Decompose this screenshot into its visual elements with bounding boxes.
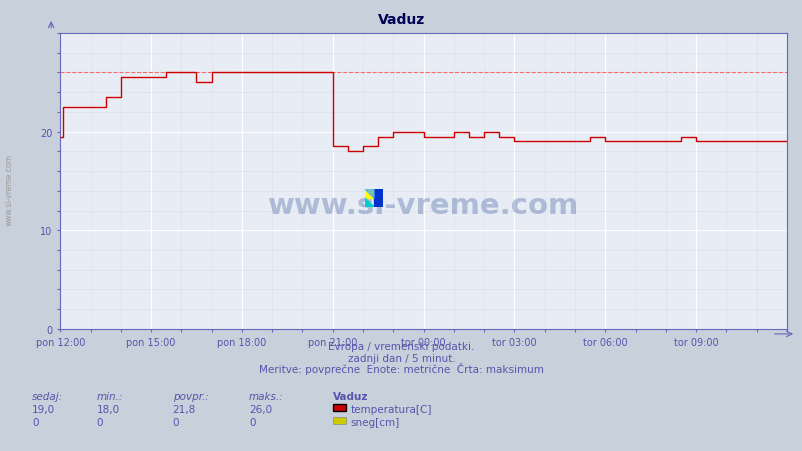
Text: maks.:: maks.: [249, 391, 283, 401]
Polygon shape [365, 190, 374, 199]
Text: Vaduz: Vaduz [378, 13, 424, 27]
Text: sedaj:: sedaj: [32, 391, 63, 401]
Polygon shape [365, 199, 374, 208]
Text: 18,0: 18,0 [96, 404, 119, 414]
Text: zadnji dan / 5 minut.: zadnji dan / 5 minut. [347, 353, 455, 363]
Text: Evropa / vremenski podatki.: Evropa / vremenski podatki. [328, 341, 474, 351]
Text: Meritve: povprečne  Enote: metrične  Črta: maksimum: Meritve: povprečne Enote: metrične Črta:… [259, 362, 543, 374]
Text: 0: 0 [96, 417, 103, 427]
Text: povpr.:: povpr.: [172, 391, 209, 401]
Text: min.:: min.: [96, 391, 123, 401]
Text: temperatura[C]: temperatura[C] [350, 404, 431, 414]
Text: 0: 0 [172, 417, 179, 427]
Text: www.si-vreme.com: www.si-vreme.com [5, 153, 14, 226]
Text: 26,0: 26,0 [249, 404, 272, 414]
Text: sneg[cm]: sneg[cm] [350, 417, 399, 427]
Polygon shape [374, 190, 383, 208]
Text: 19,0: 19,0 [32, 404, 55, 414]
Text: www.si-vreme.com: www.si-vreme.com [268, 191, 578, 219]
Text: 21,8: 21,8 [172, 404, 196, 414]
Text: Vaduz: Vaduz [333, 391, 368, 401]
Text: 0: 0 [32, 417, 38, 427]
Polygon shape [365, 190, 374, 199]
Text: 0: 0 [249, 417, 255, 427]
